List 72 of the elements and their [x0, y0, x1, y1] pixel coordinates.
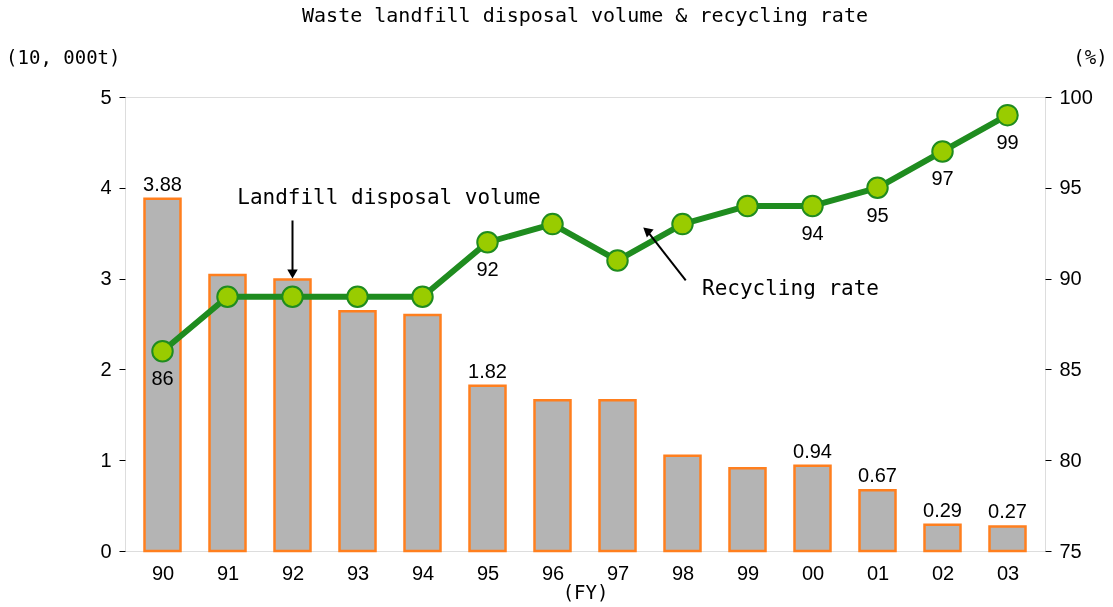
data-label: 99: [996, 131, 1019, 154]
point: [996, 103, 1019, 127]
x-tick-label: 93: [346, 561, 370, 584]
data-label: 0.29: [923, 498, 962, 521]
x-tick-label: 91: [216, 561, 240, 584]
point: [671, 212, 694, 236]
x-tick-label: 96: [541, 561, 565, 584]
x-tick-label: 99: [736, 561, 760, 584]
x-tick-label: 94: [411, 561, 435, 584]
data-label: 1.82: [468, 359, 507, 382]
data-label: 86: [151, 367, 174, 390]
y2-tick-label: 95: [1059, 176, 1082, 199]
y2-tick-label: 100: [1059, 85, 1093, 108]
point: [281, 285, 304, 308]
data-label: 97: [931, 167, 954, 190]
y2-tick-label: 80: [1059, 448, 1082, 471]
point: [346, 285, 369, 308]
y-tick-label: 5: [100, 85, 112, 108]
y2-tick-label: 75: [1059, 539, 1082, 562]
bar: [988, 525, 1027, 553]
bar: [793, 464, 832, 553]
point: [541, 212, 564, 236]
y2-axis-title: (%): [1073, 45, 1108, 68]
bar: [663, 454, 702, 553]
bar: [598, 399, 637, 553]
point: [411, 285, 434, 308]
y2-tick-label: 90: [1059, 267, 1082, 290]
bar: [208, 273, 247, 553]
y-tick-label: 0: [100, 539, 112, 562]
point: [476, 231, 499, 254]
y-axis-title: (10, 000t): [6, 45, 121, 68]
y-tick-label: 1: [100, 448, 112, 471]
bar: [403, 313, 442, 553]
text: Recycling rate: [702, 276, 880, 301]
data-label: 94: [801, 221, 824, 244]
point: [151, 340, 174, 363]
x-tick-label: 98: [671, 561, 695, 584]
point: [931, 140, 954, 163]
x-tick-label: 95: [476, 561, 500, 584]
bar: [728, 467, 767, 553]
bar: [468, 384, 507, 553]
point: [606, 249, 629, 272]
y-tick-label: 3: [100, 267, 112, 290]
data-label: 0.67: [858, 464, 897, 487]
y-tick-label: 2: [100, 357, 112, 380]
data-label: 95: [866, 203, 889, 226]
text: Landfill disposal volume: [237, 184, 541, 209]
bar: [338, 310, 377, 553]
x-tick-label: 01: [866, 561, 890, 584]
point: [801, 194, 824, 218]
bar: [273, 278, 312, 553]
point: [736, 194, 759, 218]
x-tick-label: 97: [606, 561, 630, 584]
data-label: 3.88: [143, 172, 182, 195]
y-tick-label: 4: [100, 176, 112, 199]
y2-tick-label: 85: [1059, 357, 1082, 380]
data-label: 0.94: [793, 439, 832, 462]
point: [216, 285, 239, 308]
x-tick-label: 03: [996, 561, 1020, 584]
x-tick-label: 90: [151, 561, 175, 584]
x-tick-label: 00: [801, 561, 825, 584]
bar: [858, 488, 897, 553]
bar: [533, 399, 572, 553]
x-axis-title: (FY): [562, 580, 609, 603]
x-tick-label: 02: [931, 561, 955, 584]
chart-title: Waste landfill disposal volume & recycling rate: [302, 3, 868, 27]
bar: [923, 523, 962, 553]
data-label: 0.27: [988, 500, 1027, 523]
bar: [143, 197, 182, 553]
x-tick-label: 92: [281, 561, 305, 584]
point: [866, 176, 889, 200]
data-label: 92: [476, 258, 499, 281]
